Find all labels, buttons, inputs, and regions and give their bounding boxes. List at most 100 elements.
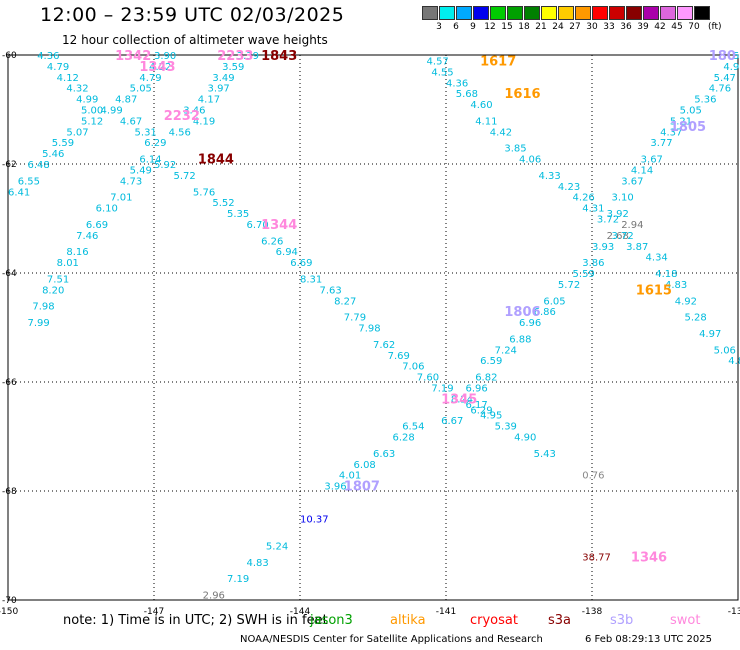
scale-swatch bbox=[473, 6, 489, 20]
pass-number-label: 2233 bbox=[217, 49, 253, 64]
wave-height-value: 7.63 bbox=[319, 285, 341, 296]
wave-height-value: 4.18 bbox=[655, 269, 677, 280]
wave-height-value: 4.76 bbox=[709, 84, 731, 95]
wave-height-value: 4.87 bbox=[728, 356, 740, 367]
wave-height-value: 4.99 bbox=[76, 95, 98, 106]
scale-swatch bbox=[541, 6, 557, 20]
x-tick-label: -144 bbox=[290, 607, 311, 617]
wave-height-value: 3.59 bbox=[222, 62, 244, 73]
y-tick-label: -62 bbox=[2, 160, 17, 170]
scale-label: 33 bbox=[603, 22, 615, 32]
pass-number-label: 1616 bbox=[504, 87, 540, 102]
pass-number-label: 1615 bbox=[636, 283, 672, 298]
satellite-legend-item: s3b bbox=[610, 613, 634, 628]
wave-height-value: 6.28 bbox=[392, 433, 414, 444]
wave-height-value: 4.11 bbox=[475, 116, 497, 127]
pass-number-label: 1343 bbox=[139, 60, 175, 75]
wave-height-value: 6.96 bbox=[465, 383, 487, 394]
scale-swatch bbox=[626, 6, 642, 20]
pass-number-label: 1844 bbox=[198, 153, 234, 168]
wave-height-value: 4.01 bbox=[339, 471, 361, 482]
satellite-legend-item: swot bbox=[670, 613, 701, 628]
scale-label: 18 bbox=[518, 22, 530, 32]
scale-swatch bbox=[422, 6, 438, 20]
scale-swatch bbox=[592, 6, 608, 20]
wave-height-value: 4.87 bbox=[115, 95, 137, 106]
wave-height-value: 5.47 bbox=[714, 73, 736, 84]
wave-height-value: 3.97 bbox=[208, 84, 230, 95]
scale-swatch bbox=[643, 6, 659, 20]
y-tick-label: -60 bbox=[2, 51, 17, 61]
pass-number-label: 1344 bbox=[261, 218, 297, 233]
wave-height-value: 8.20 bbox=[42, 285, 64, 296]
wave-height-value: 3.85 bbox=[504, 144, 526, 155]
wave-height-value: 5.36 bbox=[694, 95, 716, 106]
wave-height-value: 4.42 bbox=[490, 127, 512, 138]
wave-height-value: 4.36 bbox=[446, 78, 468, 89]
wave-height-value: 6.29 bbox=[470, 405, 492, 416]
scale-swatch bbox=[507, 6, 523, 20]
scale-swatch bbox=[575, 6, 591, 20]
wave-height-value: 4.55 bbox=[431, 67, 453, 78]
satellite-legend-item: altika bbox=[390, 613, 426, 628]
wave-height-value: 2.68 bbox=[607, 231, 629, 242]
wave-height-value: 2.96 bbox=[203, 591, 225, 602]
wave-height-value: 6.55 bbox=[18, 176, 40, 187]
scale-swatch bbox=[456, 6, 472, 20]
wave-height-value: 4.36 bbox=[37, 51, 59, 62]
wave-height-value: 6.14 bbox=[139, 155, 161, 166]
wave-height-value: 8.01 bbox=[57, 258, 79, 269]
wave-height-value: 7.01 bbox=[110, 193, 132, 204]
wave-height-value: 6.96 bbox=[519, 318, 541, 329]
wave-height-value: 5.59 bbox=[573, 269, 595, 280]
wave-height-value: 3.67 bbox=[641, 155, 663, 166]
wave-height-value: 5.31 bbox=[135, 127, 157, 138]
wave-height-value: 3.92 bbox=[607, 209, 629, 220]
y-tick-label: -70 bbox=[2, 596, 17, 606]
wave-height-value: 3.10 bbox=[611, 193, 633, 204]
wave-height-value: 4.67 bbox=[120, 116, 142, 127]
scale-label: 21 bbox=[535, 22, 547, 32]
wave-height-value: 3.87 bbox=[626, 242, 648, 253]
wave-height-value: 7.19 bbox=[227, 574, 249, 585]
scale-swatch bbox=[609, 6, 625, 20]
scale-swatch bbox=[660, 6, 676, 20]
wave-height-value: 7.98 bbox=[32, 302, 54, 313]
wave-height-value: 5.59 bbox=[52, 138, 74, 149]
pass-number-label: 2232 bbox=[164, 109, 200, 124]
wave-height-value: 3.67 bbox=[621, 176, 643, 187]
wave-height-value: 3.39 bbox=[237, 51, 259, 62]
wave-height-value: 6.67 bbox=[441, 416, 463, 427]
wave-height-value: 3.77 bbox=[650, 138, 672, 149]
wave-height-value: 5.06 bbox=[714, 345, 736, 356]
wave-height-value: 7.98 bbox=[358, 324, 380, 335]
wave-height-value: 6.69 bbox=[86, 220, 108, 231]
map-title: 12:00 – 23:59 UTC 02/03/2025 bbox=[40, 4, 345, 26]
wave-height-value: 4.22 bbox=[149, 62, 171, 73]
scale-swatch bbox=[558, 6, 574, 20]
pass-number-label: 1345 bbox=[441, 392, 477, 407]
wave-height-value: 6.63 bbox=[373, 449, 395, 460]
footer-note: note: 1) Time is in UTC; 2) SWH is in fe… bbox=[63, 613, 328, 628]
scale-label: 39 bbox=[637, 22, 649, 32]
pass-number-label: 1805 bbox=[670, 120, 706, 135]
wave-height-value: 5.57 bbox=[733, 51, 740, 62]
scale-swatch bbox=[677, 6, 693, 20]
wave-height-value: 7.46 bbox=[76, 231, 98, 242]
wave-height-value: 5.76 bbox=[193, 187, 215, 198]
wave-height-value: 0.76 bbox=[582, 471, 604, 482]
scale-label: 30 bbox=[586, 22, 598, 32]
wave-height-value: 6.05 bbox=[543, 296, 565, 307]
y-tick-label: -66 bbox=[2, 378, 17, 388]
wave-height-value: 5.05 bbox=[680, 106, 702, 117]
wave-height-value: 4.56 bbox=[169, 127, 191, 138]
pass-number-label: 1806 bbox=[504, 305, 540, 320]
pass-number-label: 1807 bbox=[344, 480, 380, 495]
wave-height-value: 5.21 bbox=[670, 116, 692, 127]
scale-swatch bbox=[490, 6, 506, 20]
wave-height-value: 4.97 bbox=[699, 329, 721, 340]
wave-height-value: 5.46 bbox=[42, 149, 64, 160]
scale-label: 6 bbox=[453, 22, 459, 32]
wave-height-value: 6.82 bbox=[475, 373, 497, 384]
